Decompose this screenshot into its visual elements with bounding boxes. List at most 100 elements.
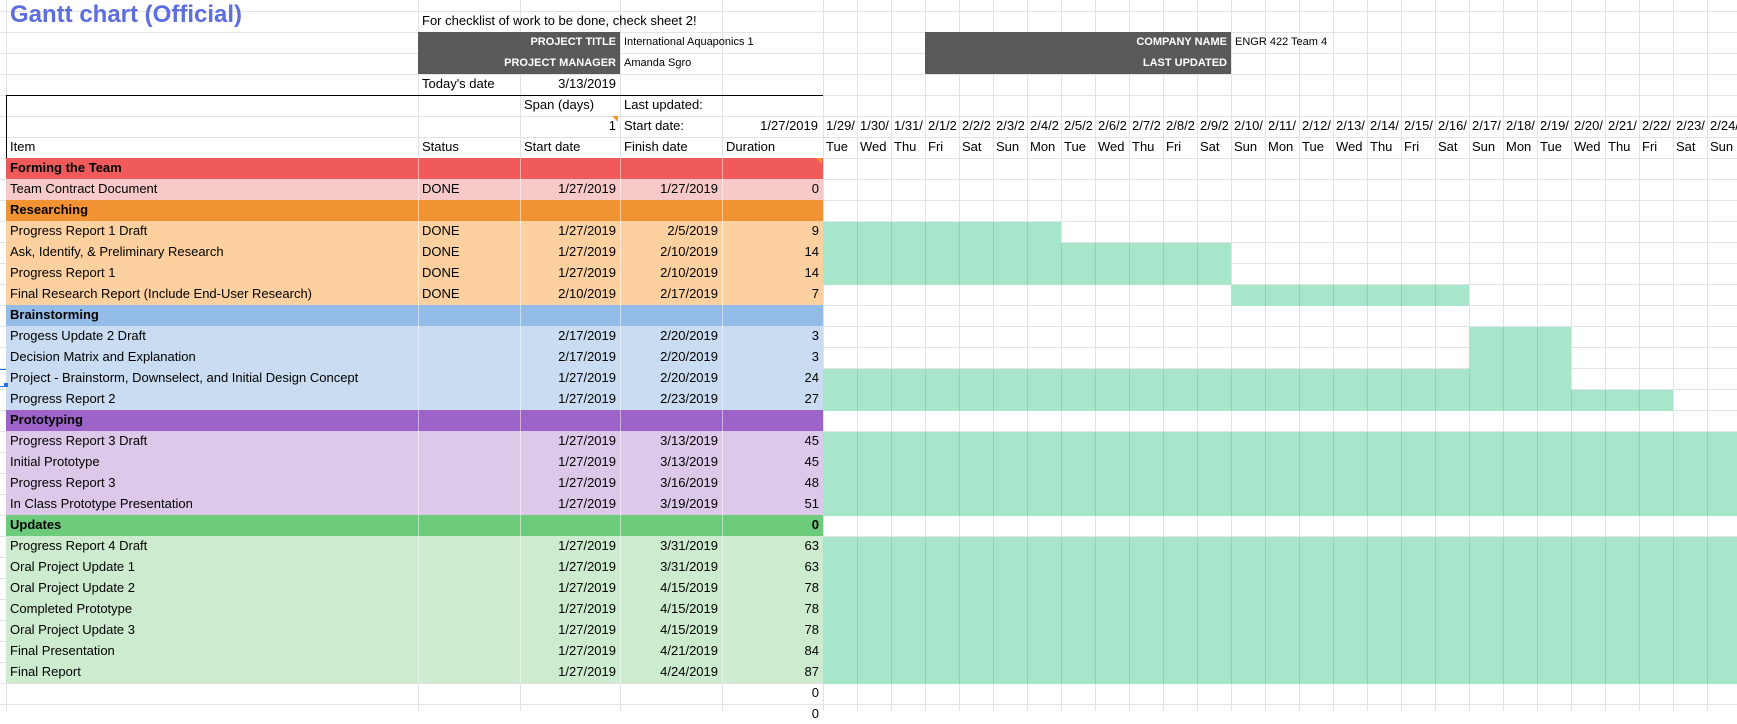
- task-start-cell[interactable]: 1/27/2019: [558, 496, 616, 511]
- task-start-cell[interactable]: 1/27/2019: [558, 370, 616, 385]
- task-finish-cell[interactable]: 2/20/2019: [660, 349, 718, 364]
- section-item-cell[interactable]: Updates: [10, 517, 62, 532]
- task-duration-cell[interactable]: 0: [811, 685, 819, 700]
- task-duration-cell[interactable]: 9: [811, 223, 819, 238]
- task-finish-cell[interactable]: 4/15/2019: [660, 601, 718, 616]
- task-duration-cell[interactable]: 84: [804, 643, 819, 658]
- task-item-cell[interactable]: Final Report: [10, 664, 81, 679]
- task-start-cell[interactable]: 1/27/2019: [558, 181, 616, 196]
- task-status-cell[interactable]: DONE: [422, 244, 460, 259]
- task-status-cell[interactable]: DONE: [422, 223, 460, 238]
- task-duration-cell[interactable]: 24: [804, 370, 819, 385]
- task-finish-cell[interactable]: 2/20/2019: [660, 370, 718, 385]
- task-duration-cell[interactable]: 48: [804, 475, 819, 490]
- task-duration-cell[interactable]: 3: [811, 349, 819, 364]
- task-item-cell[interactable]: Ask, Identify, & Preliminary Research: [10, 244, 224, 259]
- task-finish-cell[interactable]: 3/31/2019: [660, 538, 718, 553]
- task-duration-cell[interactable]: 63: [804, 559, 819, 574]
- task-start-cell[interactable]: 1/27/2019: [558, 643, 616, 658]
- task-item-cell[interactable]: Progress Report 1: [10, 265, 116, 280]
- task-duration-cell[interactable]: 87: [804, 664, 819, 679]
- task-start-cell[interactable]: 1/27/2019: [558, 559, 616, 574]
- section-duration-cell[interactable]: 0: [811, 517, 819, 532]
- task-duration-cell[interactable]: 7: [811, 286, 819, 301]
- task-status-cell[interactable]: DONE: [422, 265, 460, 280]
- task-duration-cell[interactable]: 45: [804, 433, 819, 448]
- task-finish-cell[interactable]: 4/21/2019: [660, 643, 718, 658]
- task-duration-cell[interactable]: 78: [804, 601, 819, 616]
- task-item-cell[interactable]: Progess Update 2 Draft: [10, 328, 146, 343]
- task-status-cell[interactable]: DONE: [422, 181, 460, 196]
- task-duration-cell[interactable]: 51: [804, 496, 819, 511]
- section-item-cell[interactable]: Brainstorming: [10, 307, 99, 322]
- task-start-cell[interactable]: 1/27/2019: [558, 391, 616, 406]
- task-item-cell[interactable]: Oral Project Update 3: [10, 622, 136, 637]
- task-item-cell[interactable]: Progress Report 4 Draft: [10, 538, 148, 553]
- task-start-cell[interactable]: 1/27/2019: [558, 433, 616, 448]
- task-item-cell[interactable]: Team Contract Document: [10, 181, 158, 196]
- todays-date-value[interactable]: 3/13/2019: [558, 76, 616, 91]
- task-finish-cell[interactable]: 4/24/2019: [660, 664, 718, 679]
- start-date-value[interactable]: 1/27/2019: [760, 118, 818, 133]
- task-start-cell[interactable]: 1/27/2019: [558, 454, 616, 469]
- task-item-cell[interactable]: Progress Report 3: [10, 475, 116, 490]
- span-days-value[interactable]: 1: [608, 118, 616, 133]
- task-finish-cell[interactable]: 3/13/2019: [660, 454, 718, 469]
- project-manager-value[interactable]: Amanda Sgro: [624, 57, 692, 69]
- task-item-cell[interactable]: Initial Prototype: [10, 454, 100, 469]
- task-duration-cell[interactable]: 45: [804, 454, 819, 469]
- task-item-cell[interactable]: Final Presentation: [10, 643, 115, 658]
- task-finish-cell[interactable]: 2/17/2019: [660, 286, 718, 301]
- task-start-cell[interactable]: 2/10/2019: [558, 286, 616, 301]
- task-duration-cell[interactable]: 0: [811, 706, 819, 721]
- task-start-cell[interactable]: 1/27/2019: [558, 601, 616, 616]
- task-finish-cell[interactable]: 3/31/2019: [660, 559, 718, 574]
- task-item-cell[interactable]: In Class Prototype Presentation: [10, 496, 193, 511]
- task-item-cell[interactable]: Oral Project Update 2: [10, 580, 136, 595]
- task-duration-cell[interactable]: 63: [804, 538, 819, 553]
- task-finish-cell[interactable]: 1/27/2019: [660, 181, 718, 196]
- task-item-cell[interactable]: Progress Report 2: [10, 391, 116, 406]
- task-finish-cell[interactable]: 3/19/2019: [660, 496, 718, 511]
- task-start-cell[interactable]: 1/27/2019: [558, 265, 616, 280]
- task-start-cell[interactable]: 1/27/2019: [558, 580, 616, 595]
- section-item-cell[interactable]: Prototyping: [10, 412, 83, 427]
- task-item-cell[interactable]: Progress Report 1 Draft: [10, 223, 148, 238]
- task-start-cell[interactable]: 1/27/2019: [558, 244, 616, 259]
- company-name-value[interactable]: ENGR 422 Team 4: [1235, 36, 1328, 48]
- task-duration-cell[interactable]: 78: [804, 622, 819, 637]
- task-item-cell[interactable]: Decision Matrix and Explanation: [10, 349, 196, 364]
- task-item-cell[interactable]: Completed Prototype: [10, 601, 133, 616]
- task-finish-cell[interactable]: 4/15/2019: [660, 622, 718, 637]
- task-finish-cell[interactable]: 2/20/2019: [660, 328, 718, 343]
- task-start-cell[interactable]: 1/27/2019: [558, 622, 616, 637]
- task-start-cell[interactable]: 2/17/2019: [558, 328, 616, 343]
- task-finish-cell[interactable]: 2/10/2019: [660, 265, 718, 280]
- task-duration-cell[interactable]: 14: [804, 244, 819, 259]
- task-start-cell[interactable]: 1/27/2019: [558, 475, 616, 490]
- task-start-cell[interactable]: 1/27/2019: [558, 538, 616, 553]
- task-finish-cell[interactable]: 2/23/2019: [660, 391, 718, 406]
- selection-handle-icon[interactable]: [4, 383, 8, 387]
- task-item-cell[interactable]: Final Research Report (Include End-User …: [10, 286, 313, 301]
- task-finish-cell[interactable]: 2/5/2019: [667, 223, 718, 238]
- section-item-cell[interactable]: Forming the Team: [10, 160, 122, 175]
- task-start-cell[interactable]: 1/27/2019: [558, 664, 616, 679]
- task-status-cell[interactable]: DONE: [422, 286, 460, 301]
- task-duration-cell[interactable]: 14: [804, 265, 819, 280]
- task-start-cell[interactable]: 1/27/2019: [558, 223, 616, 238]
- task-item-cell[interactable]: Project - Brainstorm, Downselect, and In…: [10, 370, 359, 385]
- section-item-cell[interactable]: Researching: [10, 202, 89, 217]
- task-duration-cell[interactable]: 27: [804, 391, 819, 406]
- task-finish-cell[interactable]: 4/15/2019: [660, 580, 718, 595]
- task-finish-cell[interactable]: 3/13/2019: [660, 433, 718, 448]
- task-item-cell[interactable]: Oral Project Update 1: [10, 559, 136, 574]
- project-title-value[interactable]: International Aquaponics 1: [624, 36, 754, 48]
- task-finish-cell[interactable]: 3/16/2019: [660, 475, 718, 490]
- task-duration-cell[interactable]: 0: [811, 181, 819, 196]
- task-start-cell[interactable]: 2/17/2019: [558, 349, 616, 364]
- task-item-cell[interactable]: Progress Report 3 Draft: [10, 433, 148, 448]
- task-duration-cell[interactable]: 78: [804, 580, 819, 595]
- task-duration-cell[interactable]: 3: [811, 328, 819, 343]
